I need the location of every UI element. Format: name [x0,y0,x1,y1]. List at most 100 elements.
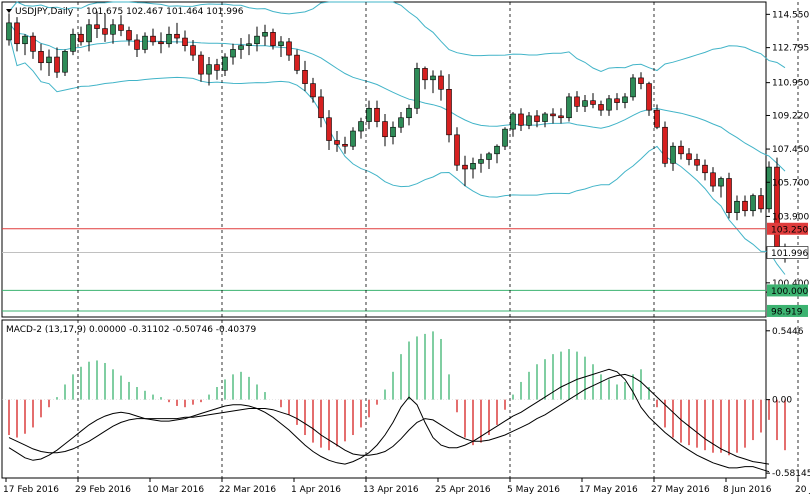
price-tick-label: 105.700 [772,178,809,188]
candle-body [534,115,540,122]
candle-body [526,115,532,126]
candle-body [726,178,732,213]
level-tag [767,222,808,235]
candle-body [438,75,444,90]
candle-body [710,172,716,187]
candle-body [454,134,460,166]
level-tag-label: 101.996 [771,249,808,259]
time-tick-label: 13 Apr 2016 [363,485,419,495]
candle-body [238,45,244,50]
candle-body [198,54,204,75]
candle-body [134,39,140,50]
band-middle-line [8,22,786,172]
macd-chart[interactable] [2,331,786,473]
candle-body [614,98,620,103]
candle-body [62,51,68,73]
candle-body [582,100,588,107]
price-tick-label: 109.220 [772,111,809,121]
time-tick-label: 27 May 2016 [651,485,710,495]
candle-body [78,33,84,43]
candle-body [326,117,332,141]
candle-body [182,37,188,46]
candle-body [254,35,260,45]
candle-body [558,115,564,119]
candle-body [70,33,76,52]
price-tick-label: 103.900 [772,212,809,222]
candle-body [46,56,52,64]
candle-body [94,24,100,29]
candle-body [190,45,196,56]
candle-body [350,130,356,147]
price-tick-label: 112.795 [772,44,809,54]
time-tick-label: 17 Feb 2016 [3,485,59,495]
candle-body [230,49,236,58]
price-tick-label: 110.950 [772,79,809,89]
candle-body [766,166,772,210]
band-upper-line [8,1,786,73]
price-panel-frame [1,1,767,318]
candle-body [286,41,292,56]
time-tick-label: 1 Apr 2016 [291,485,341,495]
macd-tick-label: 0.5446 [772,327,804,337]
candle-body [206,64,212,75]
candle-body [406,107,412,119]
price-tick-label: 114.550 [772,10,809,20]
time-tick-label: 20 Jun 2016 [795,485,810,495]
candle-body [486,153,492,160]
candle-body [478,159,484,164]
candle-body [374,107,380,122]
candle-body [246,43,252,46]
candle-body [270,32,276,46]
level-tag [766,246,809,259]
candle-body [638,77,644,84]
candle-body [302,70,308,84]
candle-body [414,68,420,109]
candle-body [278,41,284,46]
collapse-triangle-icon[interactable] [6,9,12,13]
symbol-label: USDJPY,Daily [15,7,74,17]
candle-body [678,145,684,155]
candle-body [142,35,148,50]
candle-body [590,100,596,105]
time-tick-label: 17 May 2016 [579,485,638,495]
band-lower-line [8,34,786,275]
level-tag [767,284,808,297]
candle-body [102,28,108,35]
candle-body [30,35,36,52]
candle-body [542,113,548,122]
candle-body [662,126,668,164]
candle-body [598,104,604,111]
macd-label: MACD-2 (13,17,9) 0.00000 -0.31102 -0.507… [6,325,257,335]
time-tick-label: 8 Jun 2016 [723,485,772,495]
candle-body [22,35,28,45]
time-tick-label: 22 Mar 2016 [219,485,276,495]
candle-body [462,164,468,170]
time-tick-label: 25 Apr 2016 [435,485,491,495]
candle-body [390,126,396,138]
candle-body [118,24,124,31]
level-tag-label: 103.250 [771,225,808,235]
candle-body [694,159,700,166]
candle-body [550,113,556,117]
time-tick-label: 29 Feb 2016 [75,485,131,495]
candle-body [750,195,756,212]
candle-body [14,22,20,45]
candle-body [294,54,300,71]
candle-body [342,144,348,147]
candle-body [86,24,92,43]
candle-body [398,117,404,128]
axes: 114.550 112.795 110.950 109.220 107.450 105.7… [3,2,810,495]
symbol-header: USDJPY,Daily 101.675 102.467 101.464 101… [6,7,244,17]
candle-body [38,51,44,64]
candle-body [310,83,316,98]
candle-body [126,30,132,41]
price-tick-label: 107.450 [772,145,809,155]
candle-body [166,33,172,45]
price-chart[interactable] [2,1,788,312]
candle-body [110,24,116,35]
candle-body [222,56,228,71]
candle-body [654,109,660,128]
candle-body [6,22,12,41]
candle-body [734,200,740,213]
